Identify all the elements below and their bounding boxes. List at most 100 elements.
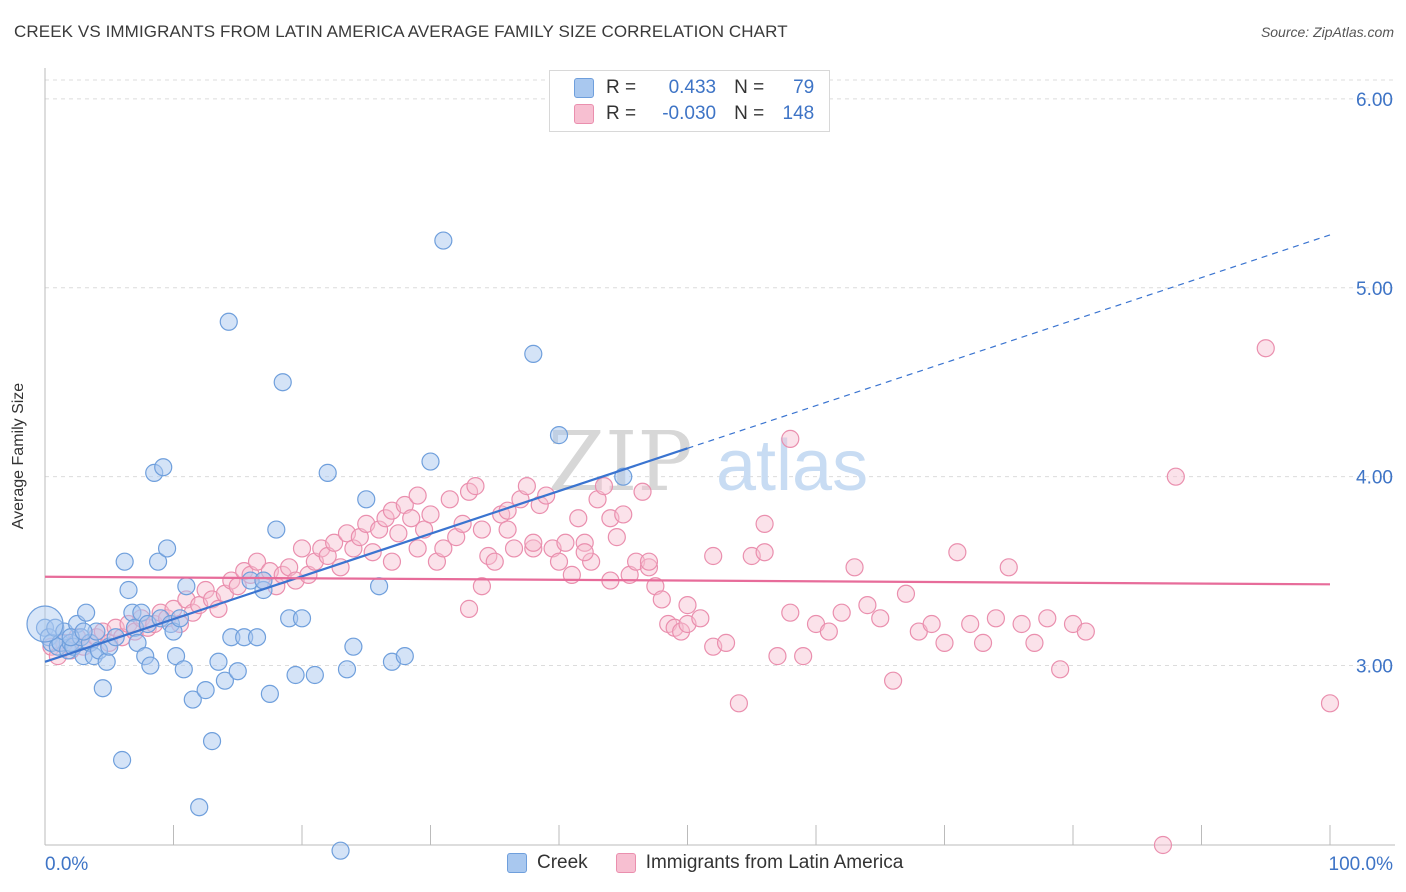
legend-n-label: N = xyxy=(734,103,765,124)
latin-point xyxy=(196,580,215,600)
latin-point xyxy=(524,533,543,552)
latin-point xyxy=(1051,660,1070,679)
latin-point xyxy=(729,694,749,713)
latin-point xyxy=(466,477,485,496)
trend-lines xyxy=(44,234,1331,663)
latin-point xyxy=(504,539,524,558)
creek-point xyxy=(119,580,138,600)
x-tick-label-start: 0.0% xyxy=(45,854,88,875)
creek-point xyxy=(74,622,93,641)
latin-point xyxy=(832,603,851,622)
series-latin-points xyxy=(42,339,1340,855)
latin-point xyxy=(1076,622,1095,641)
creek-point xyxy=(260,684,279,703)
y-tick-label: 6.00 xyxy=(1356,90,1393,111)
latin-point xyxy=(472,577,491,596)
creek-point xyxy=(331,841,350,860)
creek-point xyxy=(292,609,312,628)
creek-point xyxy=(219,312,238,331)
tick-labels: 3.00 4.00 5.00 6.00 0.0% 100.0% xyxy=(45,90,1393,875)
latin-point xyxy=(582,552,601,571)
creek-point xyxy=(370,577,389,596)
series-legend: Creek Immigrants from Latin America xyxy=(507,852,931,874)
legend-creek-name: Creek xyxy=(537,852,588,873)
creek-point xyxy=(228,662,247,681)
legend-r-label: R = xyxy=(606,103,637,124)
creek-point xyxy=(305,665,324,685)
creek-point xyxy=(337,660,357,679)
legend-item-creek: Creek xyxy=(507,852,588,874)
latin-point xyxy=(408,539,427,558)
creek-point xyxy=(273,373,292,392)
latin-point xyxy=(819,622,838,641)
creek-point xyxy=(421,452,440,471)
axes xyxy=(44,68,1395,846)
latin-point xyxy=(755,543,774,562)
creek-point xyxy=(93,679,112,698)
latin-point xyxy=(370,520,389,539)
creek-point xyxy=(344,637,363,656)
creek-point xyxy=(97,652,116,671)
latin-point xyxy=(344,539,363,558)
latin-point xyxy=(986,609,1006,628)
latin-point xyxy=(1038,609,1057,628)
series-creek-points xyxy=(26,231,633,860)
latin-point xyxy=(459,599,479,618)
creek-point xyxy=(196,681,215,700)
creek-point xyxy=(357,490,376,509)
x-tick-label-end: 100.0% xyxy=(1329,854,1394,875)
latin-point xyxy=(1012,614,1031,634)
latin-point xyxy=(614,505,633,524)
creek-point xyxy=(267,520,286,539)
latin-point xyxy=(408,486,427,505)
legend-row-creek: R = 0.433 N = 79 xyxy=(574,77,814,99)
latin-point xyxy=(325,533,344,552)
creek-point xyxy=(77,603,96,622)
creek-point xyxy=(112,750,132,770)
latin-point xyxy=(575,543,594,562)
creek-point xyxy=(524,344,543,363)
legend-latin-r: -0.030 xyxy=(662,103,717,124)
y-tick-label: 5.00 xyxy=(1356,279,1393,300)
latin-point xyxy=(935,633,954,652)
latin-point xyxy=(704,546,723,566)
creek-point xyxy=(395,647,414,666)
latin-point xyxy=(973,633,993,652)
latin-point xyxy=(883,671,903,690)
watermark-atlas: atlas xyxy=(716,426,868,506)
creek-point xyxy=(209,652,228,671)
latin-point xyxy=(716,633,736,652)
legend-latin-n: 148 xyxy=(782,103,815,124)
source-label: Source: ZipAtlas.com xyxy=(1260,24,1394,40)
legend-latin-name: Immigrants from Latin America xyxy=(645,852,904,873)
y-tick-label: 4.00 xyxy=(1356,468,1393,489)
legend-r-label: R = xyxy=(606,77,637,98)
latin-point xyxy=(671,622,691,641)
creek-point xyxy=(154,458,173,477)
creek-swatch xyxy=(507,853,527,873)
latin-point xyxy=(794,647,813,666)
latin-point xyxy=(594,477,614,496)
latin-point xyxy=(896,584,916,603)
latin-point xyxy=(247,552,267,571)
stats-legend: R = 0.433 N = 79 R = -0.030 N = 148 xyxy=(549,70,830,132)
latin-point xyxy=(1320,694,1340,713)
latin-point xyxy=(382,552,402,571)
latin-point xyxy=(639,558,659,577)
latin-point xyxy=(472,520,491,539)
latin-point xyxy=(691,609,710,628)
latin-point xyxy=(781,429,800,448)
latin-point xyxy=(845,558,864,577)
latin-point xyxy=(485,552,504,571)
latin-point xyxy=(434,539,453,558)
latin-point xyxy=(768,647,787,666)
legend-n-label: N = xyxy=(734,77,765,98)
creek-trend-line xyxy=(44,447,688,663)
latin-point xyxy=(376,509,395,528)
latin-point xyxy=(781,603,800,622)
latin-point xyxy=(517,477,536,496)
watermark-zip: ZIP xyxy=(548,415,693,510)
creek-point xyxy=(318,463,337,482)
creek-point xyxy=(177,577,196,596)
